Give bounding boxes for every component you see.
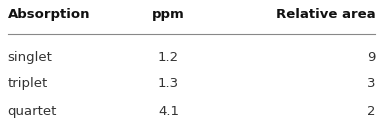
Text: Relative area: Relative area xyxy=(276,8,375,21)
Text: 9: 9 xyxy=(367,51,375,64)
Text: Absorption: Absorption xyxy=(8,8,90,21)
Text: 1.2: 1.2 xyxy=(158,51,179,64)
Text: 1.3: 1.3 xyxy=(158,77,179,90)
Text: ppm: ppm xyxy=(152,8,185,21)
Text: singlet: singlet xyxy=(8,51,52,64)
Text: triplet: triplet xyxy=(8,77,48,90)
Text: 2: 2 xyxy=(367,105,375,118)
Text: quartet: quartet xyxy=(8,105,57,118)
Text: 4.1: 4.1 xyxy=(158,105,179,118)
Text: 3: 3 xyxy=(367,77,375,90)
